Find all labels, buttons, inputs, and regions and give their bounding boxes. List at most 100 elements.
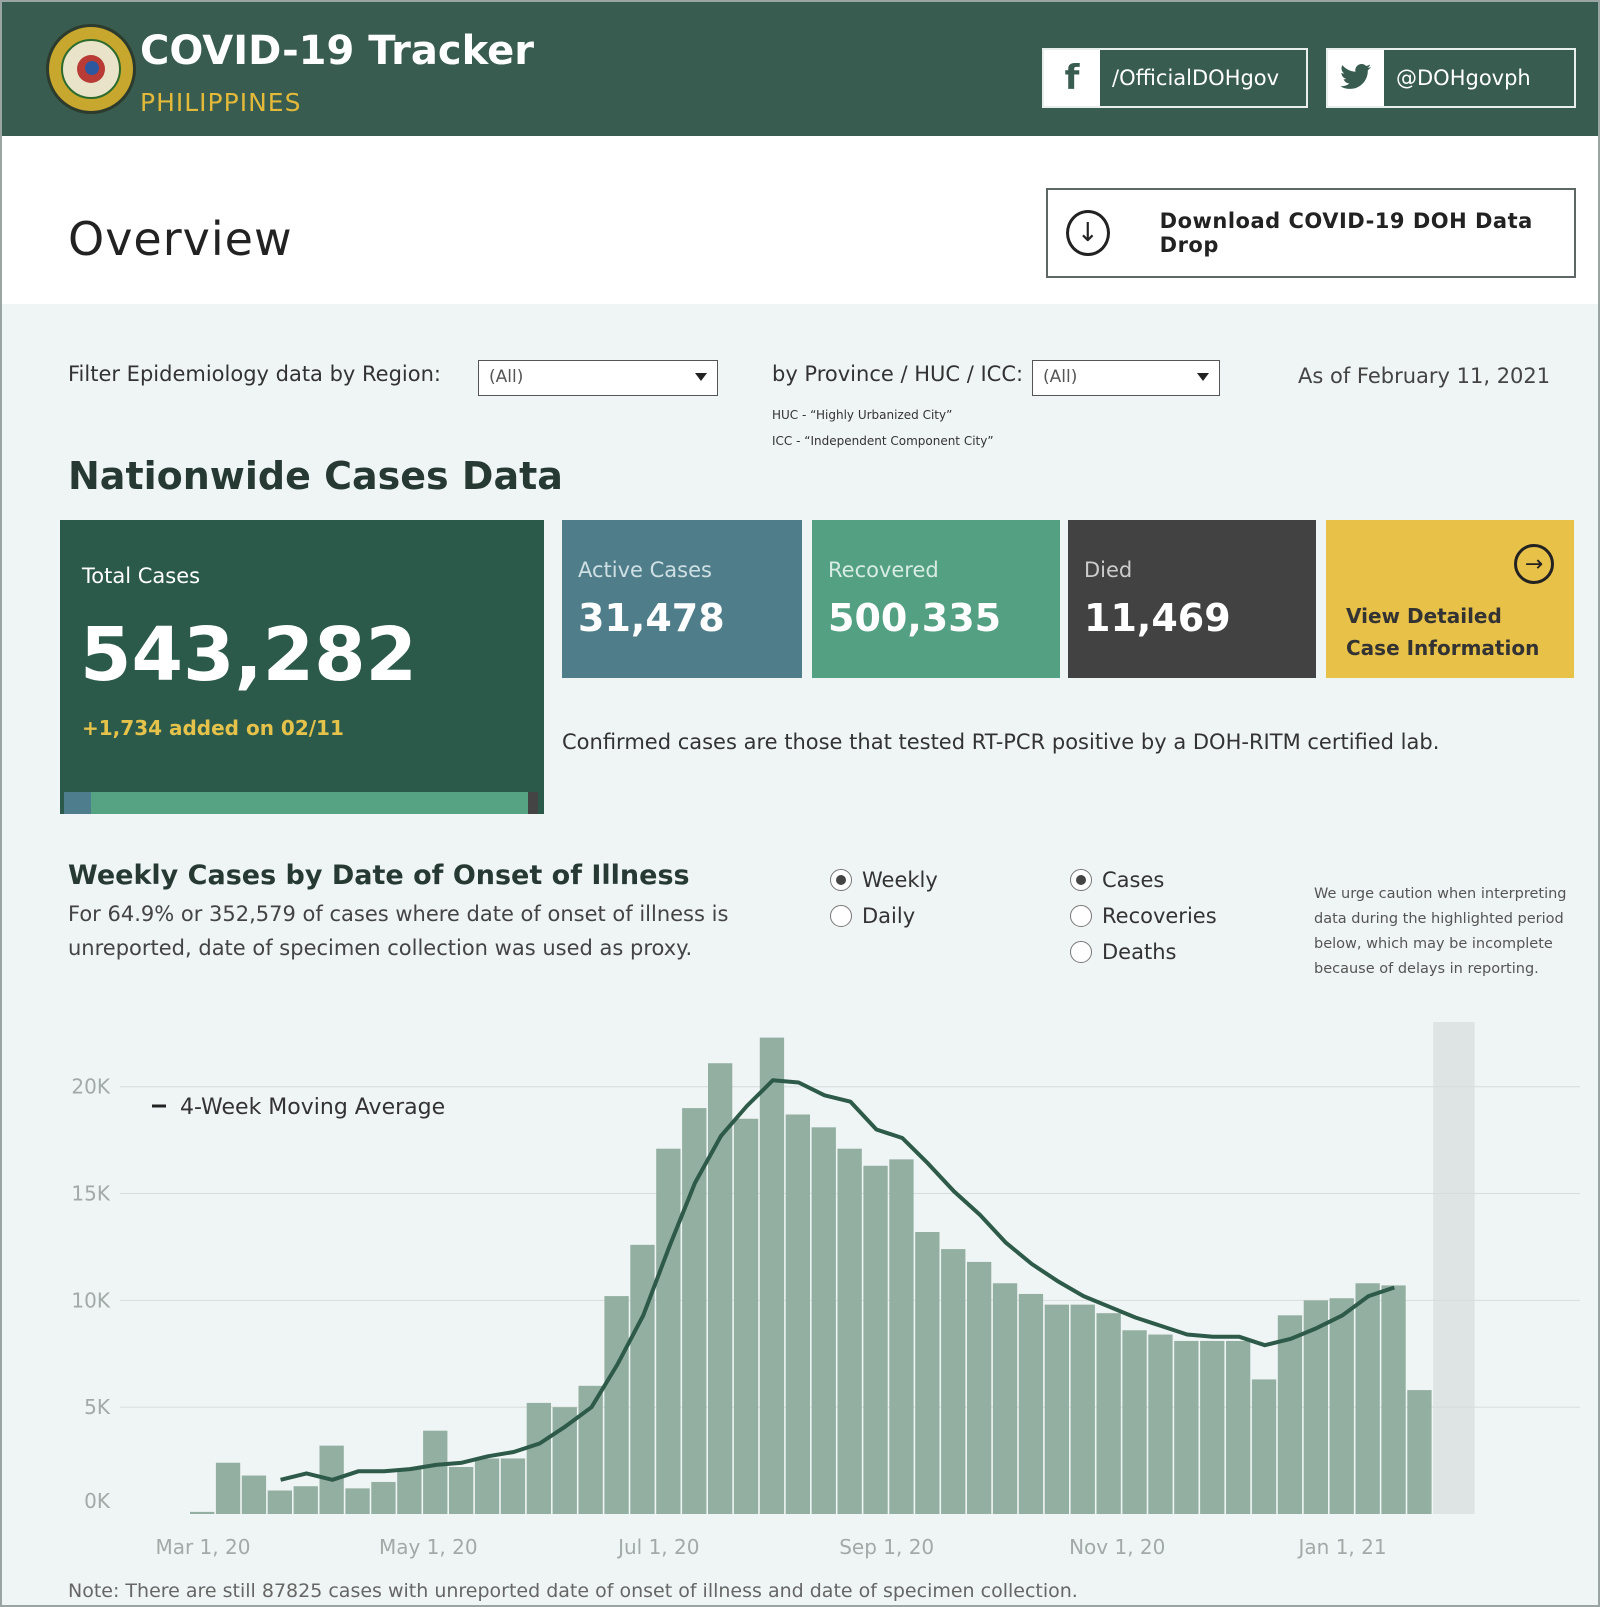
bar bbox=[397, 1469, 422, 1514]
radio-weekly-label: Weekly bbox=[862, 868, 938, 892]
radio-selected-icon bbox=[830, 869, 852, 891]
x-tick-label: May 1, 20 bbox=[379, 1535, 478, 1559]
active-cases-value: 31,478 bbox=[578, 596, 725, 640]
bar bbox=[1407, 1390, 1432, 1514]
confirmed-cases-note: Confirmed cases are those that tested RT… bbox=[562, 730, 1440, 754]
bar bbox=[682, 1108, 707, 1514]
icc-note: ICC - “Independent Component City” bbox=[772, 434, 994, 448]
radio-weekly[interactable]: Weekly bbox=[830, 868, 938, 892]
huc-note: HUC - “Highly Urbanized City” bbox=[772, 408, 953, 422]
died-value: 11,469 bbox=[1084, 596, 1231, 640]
app-title: COVID-19 Tracker bbox=[140, 28, 534, 74]
radio-recoveries-label: Recoveries bbox=[1102, 904, 1217, 928]
arrow-right-icon: → bbox=[1514, 544, 1554, 584]
twitter-icon bbox=[1328, 50, 1384, 106]
radio-daily[interactable]: Daily bbox=[830, 904, 915, 928]
chart-subtitle-line2: unreported, date of specimen collection … bbox=[68, 936, 693, 960]
x-tick-label: Mar 1, 20 bbox=[155, 1535, 250, 1559]
composition-died bbox=[528, 792, 538, 814]
radio-cases-label: Cases bbox=[1102, 868, 1165, 892]
bar bbox=[449, 1467, 474, 1514]
bar bbox=[656, 1148, 681, 1514]
bar bbox=[630, 1244, 655, 1514]
bar bbox=[992, 1283, 1018, 1514]
total-cases-label: Total Cases bbox=[82, 564, 201, 588]
bar bbox=[785, 1114, 810, 1514]
bar bbox=[863, 1165, 888, 1514]
total-cases-added: +1,734 added on 02/11 bbox=[82, 716, 344, 740]
section-title: Nationwide Cases Data bbox=[68, 454, 563, 498]
x-tick-label: Jan 1, 21 bbox=[1297, 1535, 1387, 1559]
bar bbox=[708, 1063, 733, 1514]
download-label: Download COVID-19 DOH Data Drop bbox=[1159, 209, 1533, 257]
detail-label-line2: Case Information bbox=[1346, 636, 1540, 660]
chevron-down-icon bbox=[1197, 373, 1209, 381]
radio-deaths[interactable]: Deaths bbox=[1070, 940, 1176, 964]
bar bbox=[1277, 1315, 1303, 1514]
app-subtitle: PHILIPPINES bbox=[140, 88, 302, 117]
chart-subtitle-line1: For 64.9% or 352,579 of cases where date… bbox=[68, 902, 729, 926]
x-tick-label: Sep 1, 20 bbox=[839, 1535, 934, 1559]
y-tick-label: 0K bbox=[84, 1489, 111, 1513]
overview-band: Overview ↓ Download COVID-19 DOH Data Dr… bbox=[2, 136, 1598, 304]
bar bbox=[215, 1462, 241, 1514]
province-select-value: (All) bbox=[1043, 367, 1078, 387]
download-data-drop-button[interactable]: ↓ Download COVID-19 DOH Data Drop bbox=[1046, 188, 1576, 278]
bar bbox=[604, 1296, 629, 1514]
page-title: Overview bbox=[68, 212, 293, 266]
y-tick-label: 5K bbox=[84, 1395, 111, 1419]
bar bbox=[1200, 1340, 1225, 1514]
province-select[interactable]: (All) bbox=[1032, 360, 1220, 396]
active-cases-card: Active Cases 31,478 bbox=[562, 520, 802, 678]
bar bbox=[552, 1407, 577, 1514]
bar bbox=[1226, 1340, 1251, 1514]
bar bbox=[733, 1118, 759, 1514]
bar bbox=[1018, 1293, 1044, 1514]
bar bbox=[837, 1148, 862, 1514]
province-filter-label: by Province / HUC / ICC: bbox=[772, 362, 1024, 386]
bar bbox=[1303, 1300, 1328, 1514]
bar bbox=[241, 1475, 267, 1514]
composition-recovered bbox=[91, 792, 529, 814]
bar bbox=[1096, 1313, 1121, 1514]
radio-selected-icon bbox=[1070, 869, 1092, 891]
total-cases-card: Total Cases 543,282 +1,734 added on 02/1… bbox=[60, 520, 544, 814]
bar bbox=[1070, 1304, 1095, 1514]
incomplete-period-highlight bbox=[1433, 1022, 1475, 1514]
radio-cases[interactable]: Cases bbox=[1070, 868, 1164, 892]
bar bbox=[500, 1458, 526, 1514]
bar bbox=[1044, 1304, 1069, 1514]
bar bbox=[811, 1127, 836, 1514]
detail-label-line1: View Detailed bbox=[1346, 604, 1502, 628]
radio-recoveries[interactable]: Recoveries bbox=[1070, 904, 1217, 928]
bar bbox=[267, 1490, 292, 1514]
facebook-icon: f bbox=[1044, 50, 1100, 106]
bar bbox=[759, 1037, 785, 1514]
total-cases-value: 543,282 bbox=[80, 612, 418, 698]
bar bbox=[345, 1488, 370, 1514]
region-filter-label: Filter Epidemiology data by Region: bbox=[68, 362, 441, 386]
active-cases-label: Active Cases bbox=[578, 558, 712, 582]
bar bbox=[1251, 1379, 1277, 1514]
bar bbox=[1381, 1285, 1406, 1514]
bar bbox=[371, 1481, 396, 1514]
y-tick-label: 10K bbox=[71, 1288, 110, 1312]
moving-average-line bbox=[280, 1078, 1395, 1482]
radio-daily-label: Daily bbox=[862, 904, 916, 928]
region-select[interactable]: (All) bbox=[478, 360, 718, 396]
twitter-link[interactable]: @DOHgovph bbox=[1326, 48, 1576, 108]
facebook-label: /OfficialDOHgov bbox=[1112, 66, 1280, 90]
bar bbox=[190, 1511, 215, 1514]
facebook-link[interactable]: f /OfficialDOHgov bbox=[1042, 48, 1308, 108]
bar bbox=[526, 1402, 551, 1514]
y-tick-label: 20K bbox=[71, 1075, 110, 1099]
as-of-date: As of February 11, 2021 bbox=[1298, 364, 1551, 388]
bar bbox=[1329, 1298, 1354, 1514]
radio-deaths-label: Deaths bbox=[1102, 940, 1177, 964]
died-label: Died bbox=[1084, 558, 1133, 582]
view-detailed-case-button[interactable]: → View Detailed Case Information bbox=[1326, 520, 1574, 678]
twitter-label: @DOHgovph bbox=[1396, 66, 1531, 90]
radio-unselected-icon bbox=[830, 905, 852, 927]
composition-active bbox=[64, 792, 92, 814]
bar bbox=[1355, 1283, 1380, 1514]
